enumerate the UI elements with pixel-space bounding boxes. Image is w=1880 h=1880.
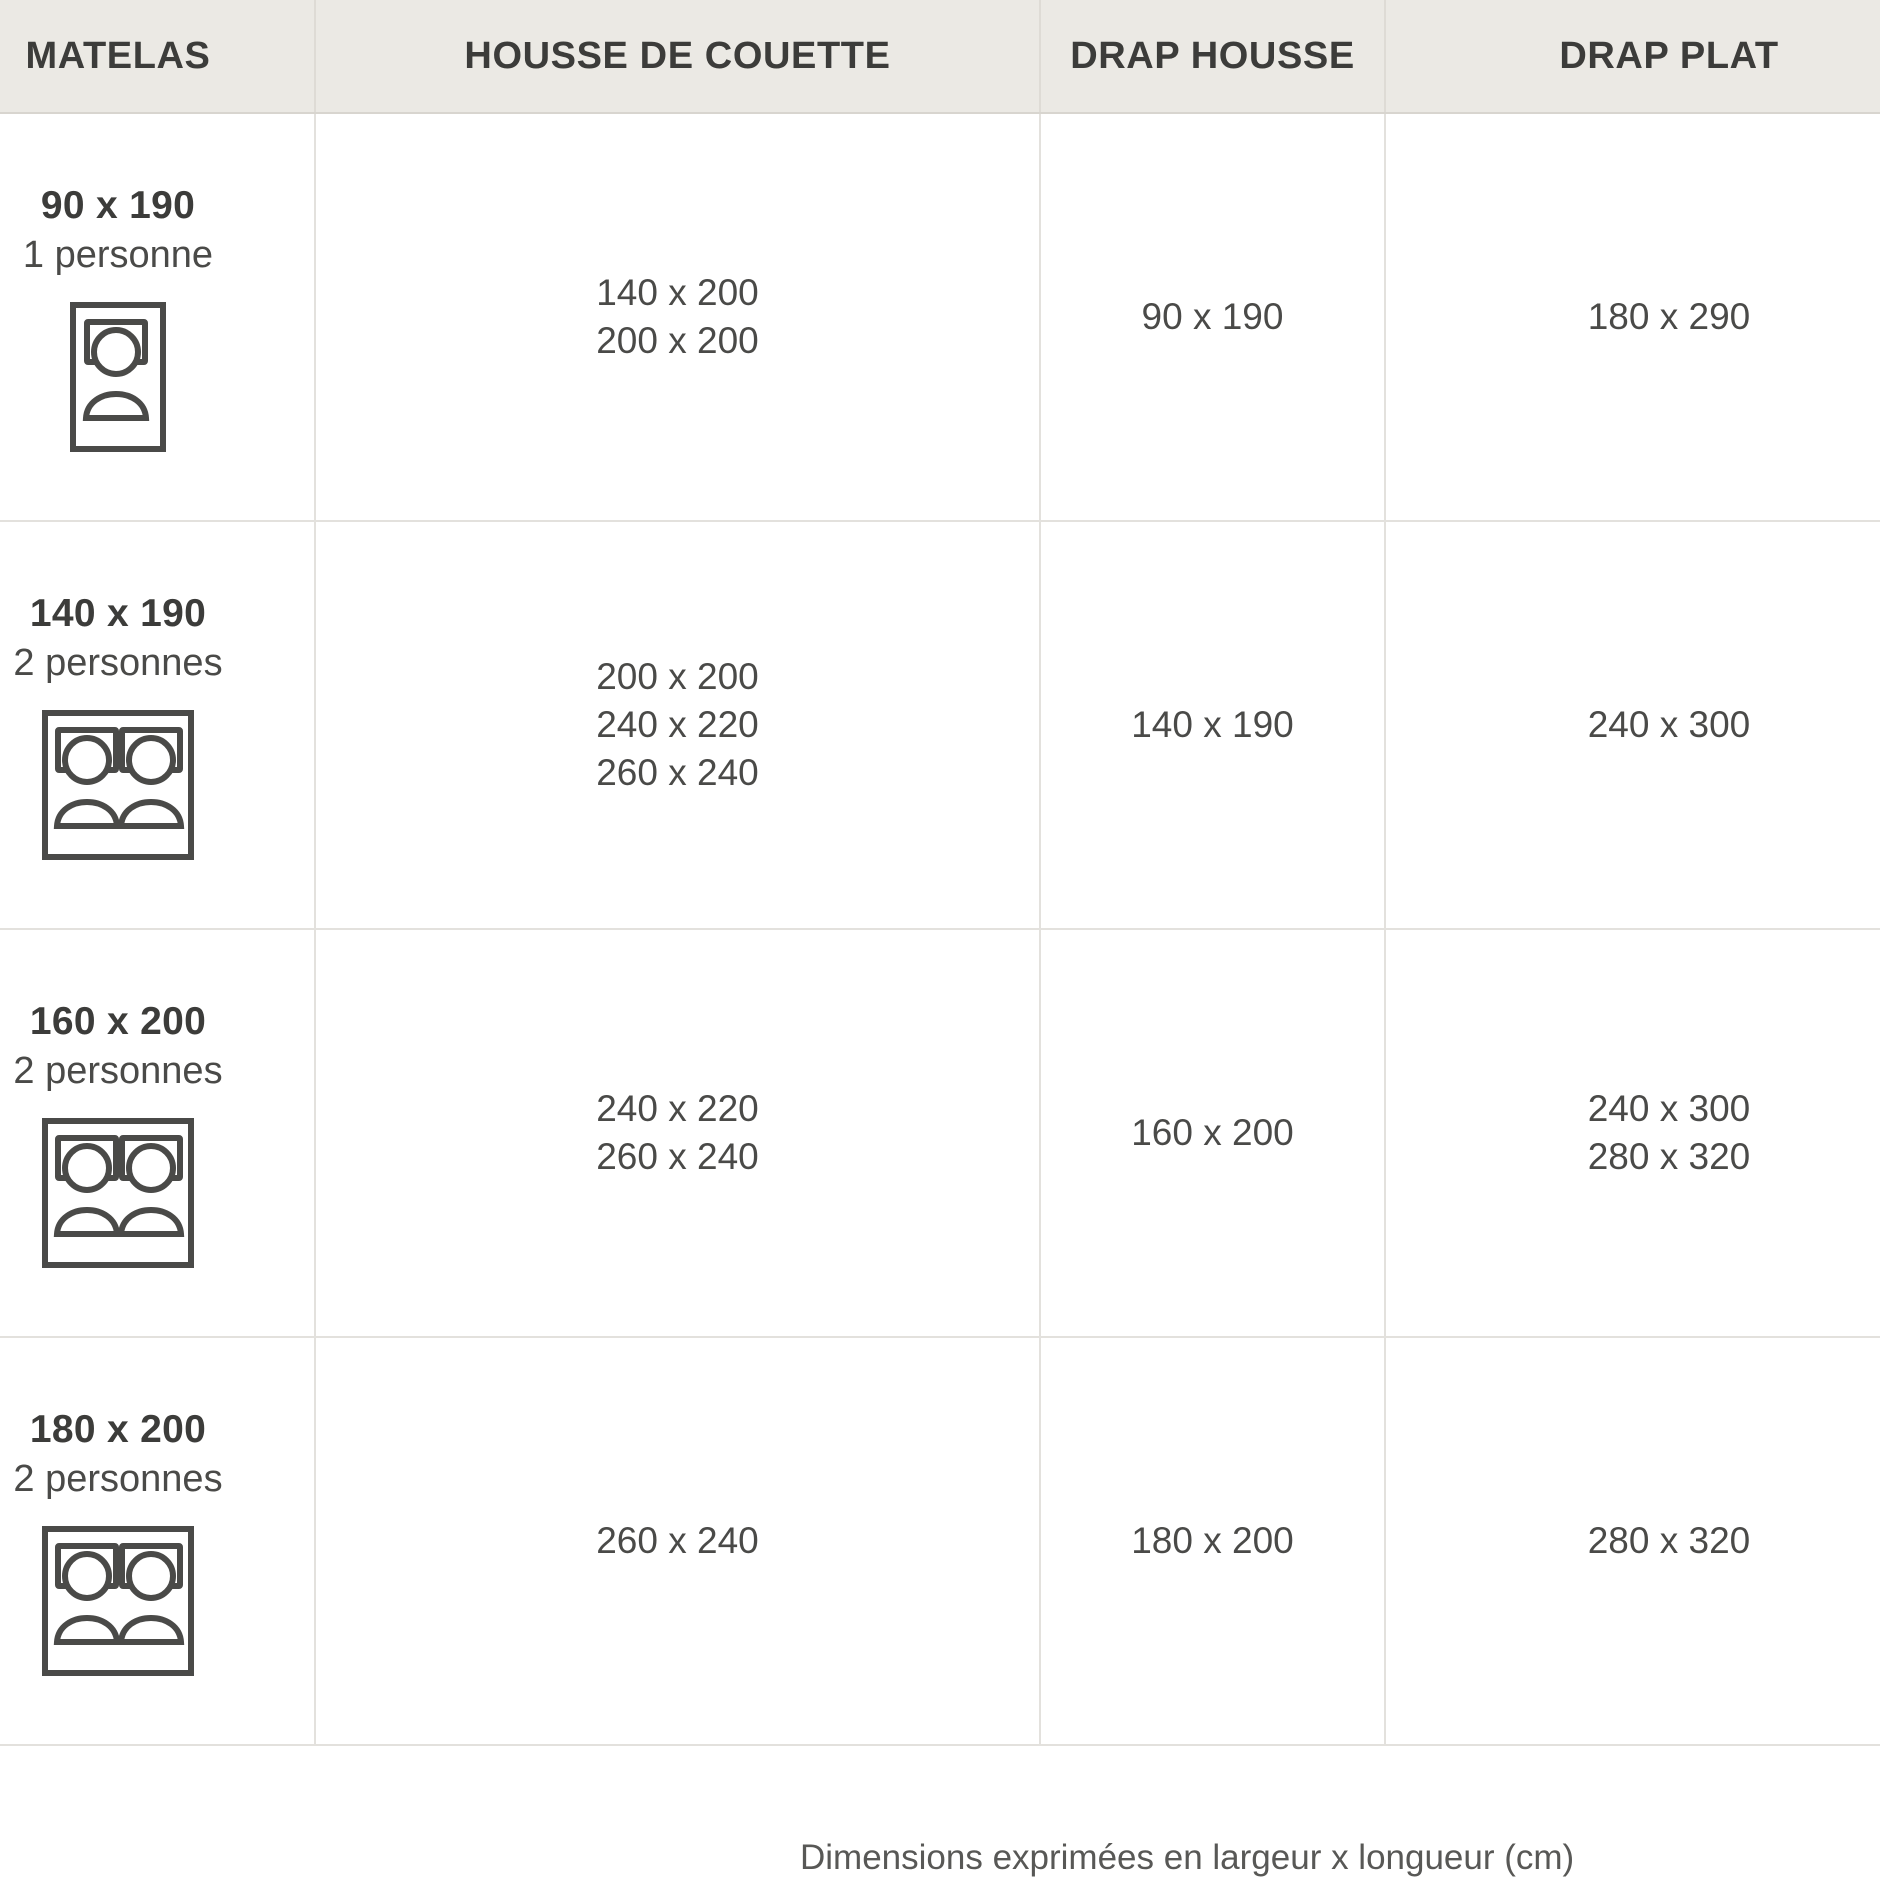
matelas-people-label: 2 personnes xyxy=(13,1458,223,1501)
column-header-drap-housse: DRAP HOUSSE xyxy=(1040,0,1386,114)
dimension-value: 180 x 200 xyxy=(1131,1519,1294,1561)
dimension-value: 240 x 220 xyxy=(596,703,759,745)
dimension-value: 140 x 190 xyxy=(1131,703,1294,745)
dimension-value: 200 x 200 xyxy=(596,320,759,361)
dimension-value: 280 x 320 xyxy=(1587,1519,1751,1561)
matelas-size-label: 90 x 190 xyxy=(40,184,196,228)
value-list: 140 x 200 200 x 200 xyxy=(326,269,1029,365)
matelas-size-label: 160 x 200 xyxy=(29,1000,207,1044)
value-list: 240 x 300 xyxy=(1396,701,1880,749)
cell-drap-plat: 280 x 320 xyxy=(1385,1337,1880,1746)
column-header-drap-plat: DRAP PLAT xyxy=(1385,0,1880,114)
cell-housse-de-couette: 240 x 220 260 x 240 xyxy=(315,929,1041,1338)
footnote-dimensions: Dimensions exprimées en largeur x longue… xyxy=(800,1838,1575,1877)
cell-drap-plat: 180 x 290 xyxy=(1385,113,1880,522)
value-list: 90 x 190 xyxy=(1051,293,1374,341)
matelas-people-label: 2 personnes xyxy=(13,642,223,685)
dimension-value: 200 x 200 xyxy=(596,655,759,697)
dimension-value: 160 x 200 xyxy=(1131,1111,1294,1153)
column-header-housse: HOUSSE DE COUETTE xyxy=(315,0,1041,114)
dimension-value: 280 x 320 xyxy=(1587,1136,1751,1177)
dimension-value: 260 x 240 xyxy=(596,752,759,794)
cell-housse-de-couette: 200 x 200 240 x 220 260 x 240 xyxy=(315,521,1041,930)
value-list: 280 x 320 xyxy=(1396,1517,1880,1565)
matelas-size-label: 140 x 190 xyxy=(29,592,207,636)
value-list: 240 x 300 280 x 320 xyxy=(1396,1085,1880,1181)
cell-drap-plat: 240 x 300 xyxy=(1385,521,1880,930)
dimension-value: 240 x 300 xyxy=(1587,1087,1751,1129)
cell-matelas: 140 x 190 2 personnes xyxy=(0,521,316,930)
column-header-matelas: MATELAS xyxy=(0,0,316,114)
cell-drap-housse: 90 x 190 xyxy=(1040,113,1386,522)
table-row: 140 x 190 2 personnes 200 x 200 240 x 220 26… xyxy=(0,521,1880,930)
value-list: 200 x 200 240 x 220 260 x 240 xyxy=(326,653,1029,797)
table-row: 160 x 200 2 personnes 240 x 220 260 x 240 16… xyxy=(0,929,1880,1338)
bed-1-person-icon xyxy=(70,301,166,452)
cell-matelas: 160 x 200 2 personnes xyxy=(0,929,316,1338)
cell-drap-housse: 180 x 200 xyxy=(1040,1337,1386,1746)
dimension-value: 240 x 220 xyxy=(596,1087,759,1129)
cell-matelas: 90 x 190 1 personne xyxy=(0,113,316,522)
cell-housse-de-couette: 260 x 240 xyxy=(315,1337,1041,1746)
dimension-value: 240 x 300 xyxy=(1587,703,1751,745)
bedding-size-table: MATELAS HOUSSE DE COUETTE DRAP HOUSSE DR… xyxy=(0,0,1880,1746)
cell-housse-de-couette: 140 x 200 200 x 200 xyxy=(315,113,1041,522)
value-list: 240 x 220 260 x 240 xyxy=(326,1085,1029,1181)
table-body: 90 x 190 1 personne 140 x 200 200 x 200 90 x… xyxy=(0,113,1880,1746)
matelas-people-label: 1 personne xyxy=(22,234,214,277)
cell-drap-housse: 140 x 190 xyxy=(1040,521,1386,930)
bed-2-persons-icon xyxy=(42,1117,194,1268)
value-list: 140 x 190 xyxy=(1051,701,1374,749)
table-header-row: MATELAS HOUSSE DE COUETTE DRAP HOUSSE DR… xyxy=(0,0,1880,114)
dimension-value: 260 x 240 xyxy=(596,1136,759,1177)
cell-drap-housse: 160 x 200 xyxy=(1040,929,1386,1338)
dimension-value: 90 x 190 xyxy=(1141,295,1284,337)
value-list: 180 x 200 xyxy=(1051,1517,1374,1565)
matelas-size-label: 180 x 200 xyxy=(29,1408,207,1452)
value-list: 260 x 240 xyxy=(326,1517,1029,1565)
dimension-value: 260 x 240 xyxy=(596,1519,759,1561)
value-list: 180 x 290 xyxy=(1396,293,1880,341)
table-row: 180 x 200 2 personnes 260 x 240 180 x 200 28… xyxy=(0,1337,1880,1746)
table-row: 90 x 190 1 personne 140 x 200 200 x 200 90 x… xyxy=(0,113,1880,522)
dimension-value: 180 x 290 xyxy=(1587,295,1751,337)
dimension-value: 140 x 200 xyxy=(596,271,759,313)
table-header: MATELAS HOUSSE DE COUETTE DRAP HOUSSE DR… xyxy=(0,0,1880,114)
cell-drap-plat: 240 x 300 280 x 320 xyxy=(1385,929,1880,1338)
cell-matelas: 180 x 200 2 personnes xyxy=(0,1337,316,1746)
value-list: 160 x 200 xyxy=(1051,1109,1374,1157)
bed-2-persons-icon xyxy=(42,709,194,860)
matelas-people-label: 2 personnes xyxy=(13,1050,223,1093)
bed-2-persons-icon xyxy=(42,1525,194,1676)
